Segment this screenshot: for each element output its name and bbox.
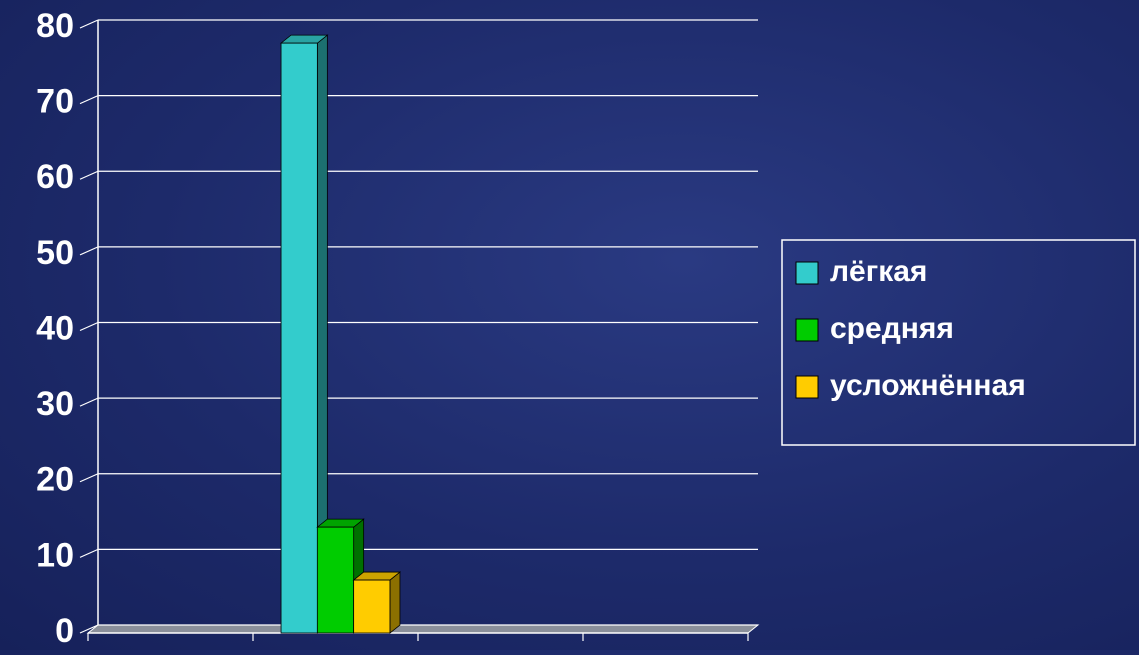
bar-side (390, 572, 400, 633)
y-tick-label: 40 (36, 309, 74, 347)
y-tick-label: 0 (55, 612, 74, 650)
bar (354, 580, 390, 633)
legend-swatch (796, 262, 818, 284)
y-tick (80, 171, 98, 179)
y-tick-label: 30 (36, 385, 74, 423)
y-tick-label: 70 (36, 83, 74, 121)
y-tick (80, 96, 98, 104)
y-tick-label: 20 (36, 461, 74, 499)
y-tick-label: 60 (36, 158, 74, 196)
legend-swatch (796, 376, 818, 398)
legend-label: средняя (830, 312, 954, 345)
y-tick-label: 80 (36, 7, 74, 45)
y-tick (80, 398, 98, 406)
chart: 0 10 20 30 40 50 60 70 80 лёгкая средняя усложнённа… (0, 0, 1139, 650)
y-tick (80, 20, 98, 28)
y-tick-label: 50 (36, 234, 74, 272)
legend-label: усложнённая (830, 369, 1026, 402)
y-tick-label: 10 (36, 536, 74, 574)
y-tick (80, 247, 98, 255)
bar (281, 43, 317, 633)
legend-swatch (796, 319, 818, 341)
y-tick (80, 549, 98, 557)
bar (317, 527, 353, 633)
y-tick (80, 323, 98, 331)
legend-label: лёгкая (830, 255, 927, 288)
y-tick (80, 474, 98, 482)
floor (88, 625, 758, 633)
